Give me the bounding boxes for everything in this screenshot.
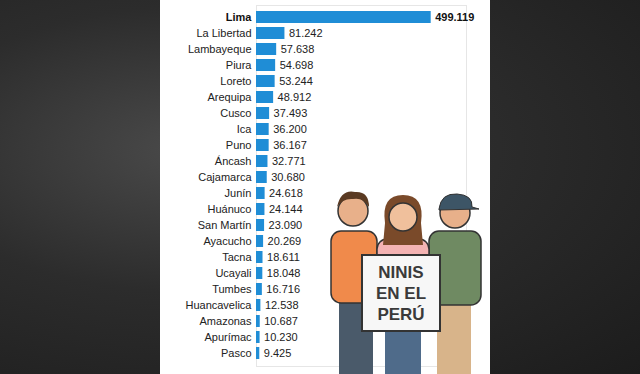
svg-text:La Libertad: La Libertad [196,27,251,39]
svg-text:24.618: 24.618 [269,187,303,199]
svg-text:Junín: Junín [225,187,252,199]
svg-text:Lima: Lima [226,11,253,23]
svg-text:37.493: 37.493 [274,107,308,119]
svg-text:Áncash: Áncash [215,155,252,167]
svg-text:Ucayali: Ucayali [215,267,251,279]
svg-text:San Martín: San Martín [198,219,252,231]
svg-text:36.167: 36.167 [273,139,307,151]
svg-text:54.698: 54.698 [280,59,314,71]
svg-text:Tumbes: Tumbes [212,283,252,295]
svg-text:18.048: 18.048 [267,267,301,279]
svg-text:53.244: 53.244 [279,75,313,87]
svg-text:Ayacucho: Ayacucho [203,235,251,247]
svg-text:EN EL: EN EL [376,284,426,303]
svg-text:10.687: 10.687 [264,315,298,327]
svg-text:NINIS: NINIS [378,263,423,282]
svg-text:81.242: 81.242 [289,27,323,39]
svg-text:18.611: 18.611 [267,251,300,263]
svg-text:Cusco: Cusco [220,107,251,119]
svg-text:Pasco: Pasco [221,347,252,359]
svg-text:30.680: 30.680 [271,171,305,183]
svg-text:Ica: Ica [237,123,253,135]
svg-text:Apurímac: Apurímac [204,331,252,343]
svg-text:Lambayeque: Lambayeque [188,43,252,55]
svg-text:9.425: 9.425 [264,347,292,359]
svg-text:24.144: 24.144 [269,203,303,215]
svg-text:10.230: 10.230 [264,331,298,343]
svg-text:499.119: 499.119 [435,11,474,23]
svg-text:Loreto: Loreto [220,75,251,87]
svg-text:32.771: 32.771 [272,155,306,167]
svg-text:PERÚ: PERÚ [377,305,424,324]
svg-text:Cajamarca: Cajamarca [198,171,252,183]
svg-text:Tacna: Tacna [222,251,252,263]
svg-text:16.716: 16.716 [266,283,300,295]
svg-text:12.538: 12.538 [265,299,299,311]
svg-text:Huancavelica: Huancavelica [185,299,252,311]
svg-text:57.638: 57.638 [281,43,315,55]
svg-text:36.200: 36.200 [273,123,307,135]
svg-text:Amazonas: Amazonas [200,315,252,327]
svg-text:48.912: 48.912 [278,91,312,103]
svg-text:Piura: Piura [226,59,253,71]
svg-text:Puno: Puno [226,139,252,151]
svg-text:20.269: 20.269 [268,235,302,247]
svg-text:23.090: 23.090 [269,219,303,231]
svg-text:Huánuco: Huánuco [207,203,251,215]
svg-text:Arequipa: Arequipa [207,91,252,103]
